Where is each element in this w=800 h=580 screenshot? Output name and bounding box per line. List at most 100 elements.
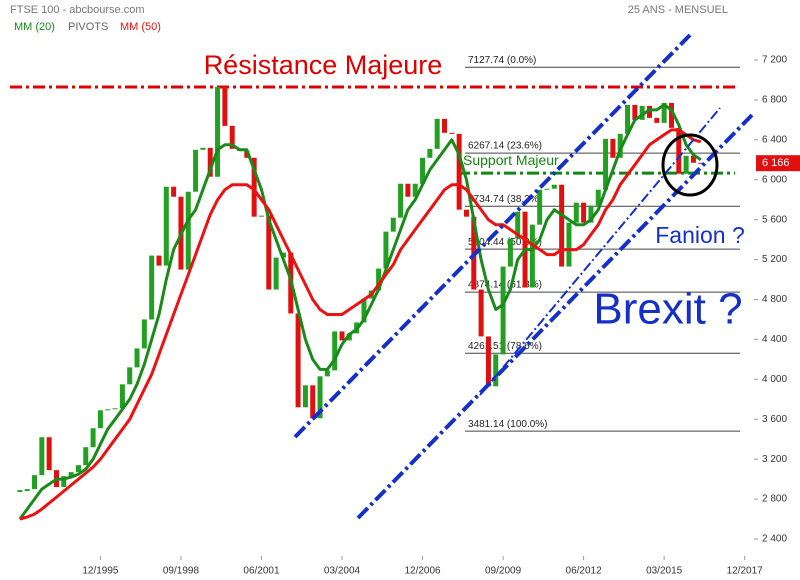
candle <box>434 118 440 149</box>
candle <box>332 331 338 371</box>
candle <box>97 410 103 429</box>
candle <box>478 289 484 337</box>
candle <box>346 333 352 341</box>
candle <box>163 186 169 266</box>
candle <box>258 215 264 217</box>
candle <box>463 209 469 217</box>
candle <box>83 447 89 466</box>
candle <box>302 385 308 408</box>
candle <box>405 183 411 197</box>
candle <box>156 255 162 266</box>
y-tick-label: 3 600 <box>762 414 787 425</box>
y-tick-label: 3 200 <box>762 454 787 465</box>
candle <box>485 336 491 387</box>
candle <box>639 105 645 120</box>
candle <box>625 104 631 134</box>
candle <box>398 183 404 218</box>
y-tick-label: 5 200 <box>762 254 787 265</box>
last-price-label: 6 166 <box>762 157 790 169</box>
annotation: Fanion ? <box>655 222 745 248</box>
candle <box>361 298 367 323</box>
x-tick-label: 09/2009 <box>485 566 522 577</box>
candle <box>39 437 45 476</box>
candle <box>251 157 257 217</box>
x-tick-label: 12/1995 <box>82 566 119 577</box>
candle <box>668 102 674 128</box>
fib-label: 5304.44 (50.0%) <box>468 237 542 248</box>
y-tick-label: 4 400 <box>762 334 787 345</box>
legend-entry: MM (20) <box>14 21 55 33</box>
candle <box>603 138 609 190</box>
trend-line <box>293 33 692 439</box>
ma-line <box>19 128 702 521</box>
candle <box>171 186 177 197</box>
candle <box>617 133 623 158</box>
candle <box>383 231 389 269</box>
candle <box>141 319 147 349</box>
candle <box>420 157 426 184</box>
y-tick-label: 5 600 <box>762 214 787 225</box>
candle <box>244 150 250 158</box>
legend-entry: PIVOTS <box>68 21 108 33</box>
candle <box>698 162 704 164</box>
candle <box>310 385 316 419</box>
candle <box>75 465 81 473</box>
candle <box>500 266 506 355</box>
candle <box>647 105 653 118</box>
candle <box>632 104 638 120</box>
x-tick-label: 09/1998 <box>163 566 200 577</box>
fib-label: 3481.14 (100.0%) <box>468 419 548 430</box>
fib-label: 5734.74 (38.2%) <box>468 194 542 205</box>
candle <box>456 133 462 210</box>
candle <box>185 191 191 270</box>
ma-line <box>18 103 702 520</box>
candle <box>280 252 286 258</box>
candle <box>595 189 601 206</box>
candle <box>61 476 67 488</box>
y-tick-label: 4 800 <box>762 294 787 305</box>
candle <box>46 437 52 471</box>
plot: 2 400 2 800 3 200 3 600 4 000 4 400 4 800 5 200… <box>10 50 800 577</box>
candle <box>200 147 206 150</box>
candle <box>119 384 125 409</box>
candle <box>193 149 199 192</box>
candle <box>215 86 221 177</box>
resistance-label: Résistance Majeure <box>204 50 443 80</box>
candle <box>376 268 382 291</box>
x-tick-label: 03/2015 <box>646 566 683 577</box>
candle <box>222 86 228 126</box>
x-tick-label: 12/2006 <box>404 566 441 577</box>
candle <box>676 127 682 174</box>
highlight-circle <box>661 133 719 197</box>
y-tick-label: 7 200 <box>762 55 787 66</box>
candle <box>134 348 140 368</box>
candle <box>566 222 572 267</box>
candle <box>90 428 96 448</box>
candle <box>551 184 557 189</box>
candle <box>507 238 513 267</box>
chart-title: FTSE 100 - abcbourse.com <box>10 4 145 16</box>
candle <box>32 475 38 490</box>
candle <box>149 255 155 320</box>
x-tick-label: 12/2017 <box>727 566 764 577</box>
candle <box>324 370 330 377</box>
candle <box>412 183 418 197</box>
fib-label: 7127.74 (0.0%) <box>468 55 536 66</box>
y-tick-label: 6 800 <box>762 95 787 106</box>
candle <box>690 155 696 163</box>
candle <box>654 117 660 123</box>
candle <box>683 155 689 174</box>
annotation: Brexit ? <box>593 285 742 334</box>
candle <box>295 313 301 408</box>
candle <box>229 125 235 149</box>
candle <box>390 217 396 232</box>
candle <box>588 205 594 223</box>
candle <box>529 224 535 288</box>
legend-entry: MM (50) <box>120 21 161 33</box>
candle <box>610 138 616 158</box>
candle <box>266 215 272 290</box>
candle <box>515 211 521 239</box>
support-label: Support Majeur <box>463 152 559 168</box>
candle <box>581 202 587 223</box>
